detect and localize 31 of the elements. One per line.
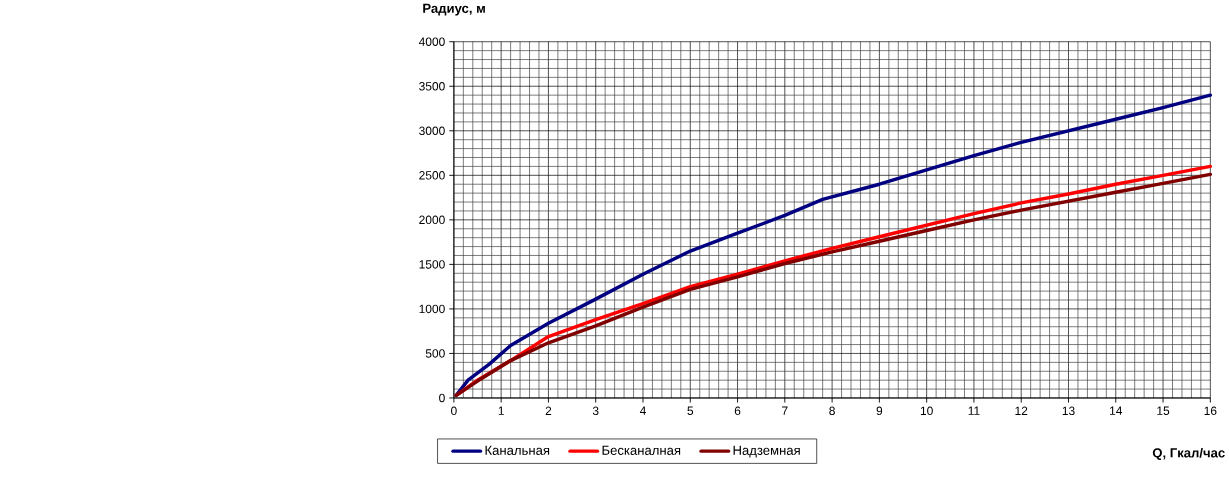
y-axis-title: Радиус, м	[423, 3, 485, 16]
y-tick-label: 2000	[419, 215, 445, 225]
x-tick-label: 3	[592, 406, 599, 415]
x-tick-label: 16	[1204, 406, 1217, 415]
x-tick-label: 1	[498, 406, 504, 415]
legend-label: Канальная	[485, 445, 550, 455]
x-tick-label: 7	[782, 406, 788, 415]
y-tick-label: 500	[425, 349, 445, 358]
x-tick-label: 13	[1062, 406, 1075, 415]
x-tick-label: 10	[920, 406, 933, 415]
x-axis-title: Q, Гкал/час	[1152, 447, 1225, 460]
x-tick-label: 5	[687, 406, 694, 415]
y-tick-label: 3500	[419, 81, 445, 91]
x-tick-label: 4	[639, 406, 646, 415]
y-tick-label: 1000	[419, 304, 445, 314]
x-tick-label: 2	[545, 406, 552, 415]
legend-label: Надземная	[733, 445, 800, 458]
x-tick-label: 15	[1157, 406, 1170, 415]
legend-label: Бесканалная	[602, 445, 681, 455]
x-tick-label: 6	[734, 406, 741, 415]
y-tick-label: 2500	[419, 171, 445, 180]
x-tick-label: 14	[1110, 406, 1123, 415]
x-tick-label: 8	[829, 406, 835, 415]
x-tick-label: 12	[1015, 406, 1028, 415]
y-tick-label: 3000	[419, 126, 445, 135]
y-tick-label: 4000	[418, 37, 445, 46]
x-tick-label: 9	[876, 406, 883, 415]
x-tick-label: 11	[968, 406, 980, 415]
y-tick-label: 1500	[419, 260, 445, 269]
y-tick-label: 0	[439, 393, 445, 403]
x-tick-label: 0	[451, 406, 457, 415]
